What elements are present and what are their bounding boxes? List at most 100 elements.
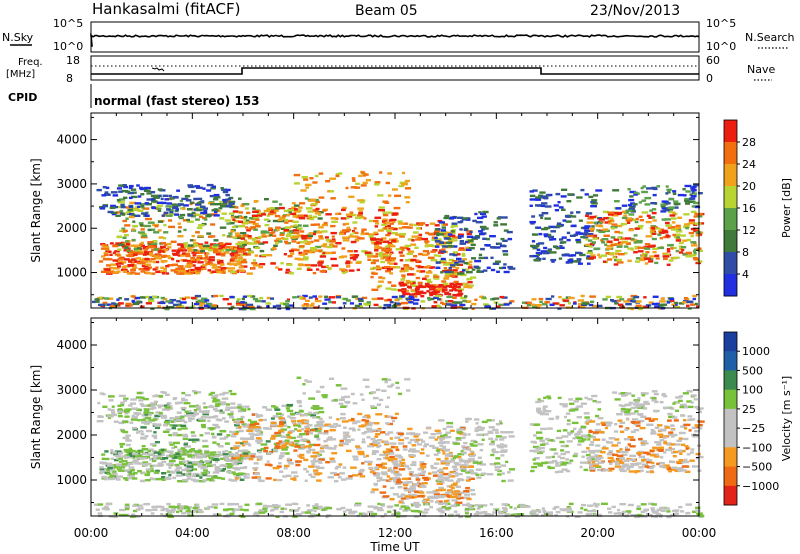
data-cell [490,256,494,259]
data-cell [451,483,458,487]
data-cell [614,243,621,246]
data-cell [429,222,436,225]
data-cell [273,229,279,232]
data-cell [602,210,609,214]
data-cell [329,438,337,441]
data-cell [294,445,302,448]
data-cell [196,201,201,205]
data-cell [373,466,379,469]
data-cell [279,233,285,237]
data-cell [450,230,455,233]
data-cell [361,250,368,253]
data-cell [529,423,534,426]
data-cell [165,428,171,431]
data-cell [627,259,632,262]
data-cell [252,259,256,262]
data-cell [261,300,266,303]
data-cell [355,182,360,185]
data-cell [351,295,359,298]
data-cell [467,286,473,289]
nsky-tick-bottom: 10^0 [53,40,83,53]
data-cell [151,228,156,231]
data-cell [293,475,299,478]
data-cell [479,295,484,298]
data-cell [379,251,384,255]
data-cell [104,457,110,461]
data-cell [434,438,438,441]
data-cell [587,398,593,401]
data-cell [464,240,468,244]
data-cell [163,450,169,453]
data-cell [350,466,357,469]
data-cell [460,436,466,440]
data-cell [117,410,124,413]
data-cell [452,457,456,460]
data-cell [424,443,430,446]
data-cell [387,422,393,426]
data-cell [379,431,386,434]
data-cell [293,224,298,227]
data-cell [274,241,279,245]
data-cell [303,239,308,243]
data-cell [191,456,195,459]
data-cell [201,222,207,226]
data-cell [279,421,284,424]
data-cell [660,297,665,301]
data-cell [457,260,465,263]
data-cell [415,478,421,481]
data-cell [457,283,463,286]
data-cell [562,405,568,408]
data-cell [146,192,152,195]
data-cell [569,459,574,462]
data-cell [228,451,232,454]
data-cell [691,189,697,192]
data-cell [406,481,413,484]
data-cell [551,460,558,463]
data-cell [192,472,200,476]
data-cell [278,440,283,443]
data-cell [120,464,127,468]
data-cell [454,490,460,493]
data-cell [197,243,204,246]
data-cell [225,242,232,246]
data-cell [692,465,699,468]
data-cell [403,483,409,487]
data-cell [288,462,294,465]
data-cell [201,455,206,458]
data-cell [144,413,149,416]
data-cell [123,397,129,400]
data-cell [257,236,263,239]
data-cell [346,299,351,302]
data-cell [394,470,399,474]
data-cell [667,226,673,230]
data-cell [567,419,571,422]
data-cell [288,211,292,214]
data-cell [591,457,595,461]
data-cell [188,419,192,423]
data-cell [685,226,689,230]
data-cell [364,414,371,417]
data-cell [559,456,565,460]
data-cell [660,210,667,213]
data-cell [548,466,555,470]
data-cell [438,437,446,440]
data-cell [141,418,146,422]
data-cell [126,455,134,459]
data-cell [440,260,447,264]
data-cell [482,227,489,230]
data-cell [465,487,470,490]
data-cell [588,435,594,438]
data-cell [465,248,472,251]
data-cell [296,241,300,245]
data-cell [330,197,336,200]
data-cell [238,420,244,424]
data-cell [203,218,208,221]
data-cell [430,259,438,262]
data-cell [569,260,574,263]
data-cell [678,251,683,254]
data-cell [391,284,396,287]
data-cell [421,448,425,451]
data-cell [221,417,226,420]
data-cell [661,218,666,221]
data-cell [191,414,196,418]
